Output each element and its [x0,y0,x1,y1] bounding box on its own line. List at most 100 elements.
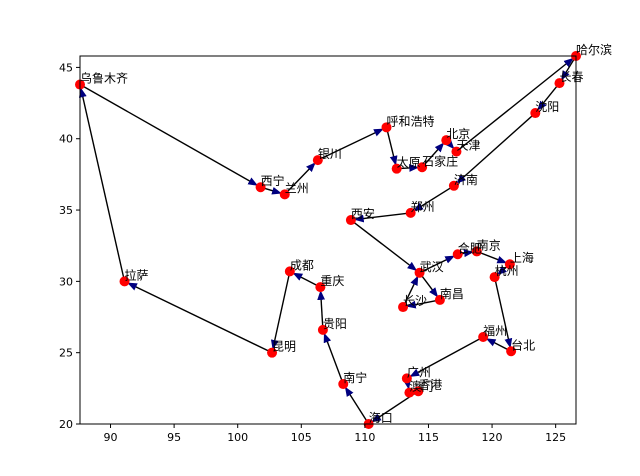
route-segment [292,272,321,288]
city-label: 贵阳 [323,317,347,331]
city-label: 乌鲁木齐 [80,71,128,86]
city-label: 合肥 [458,240,482,255]
y-tick-label: 25 [59,347,73,360]
city-label: 香港 [418,378,442,392]
city-label: 南宁 [343,370,367,385]
city-label: 长沙 [403,294,427,308]
city-label: 台北 [511,337,535,352]
city-point [279,189,290,200]
city-label: 上海 [510,250,534,265]
city-point [312,155,323,166]
x-tick-label: 125 [545,431,566,444]
city-point [405,207,416,218]
city-point [338,379,349,390]
plot-frame [79,55,577,425]
route-segment [270,271,291,350]
city-point [404,387,415,398]
route-segment [402,275,419,308]
city-point [441,135,452,146]
city-label: 拉萨 [125,267,149,282]
city-label: 哈尔滨 [576,42,612,57]
y-tick-label: 40 [59,133,73,146]
route-segment [413,185,455,212]
y-tick-label: 30 [59,275,73,288]
point-layer [75,51,581,429]
city-point [471,246,482,257]
city-point [284,266,295,277]
city-label: 呼和浩特 [387,113,435,128]
y-tick-label: 45 [59,61,73,74]
route-segment [537,82,561,111]
city-label: 银川 [318,147,342,161]
city-point [345,215,356,226]
city-point [413,386,424,397]
city-point [315,282,326,293]
city-label: 济南 [454,172,478,187]
city-label: 昆明 [272,340,296,354]
city-label: 太原 [397,155,421,170]
city-point [478,331,489,342]
city-label: 南京 [477,237,501,252]
city-label: 重庆 [320,274,344,288]
city-point [317,324,328,335]
x-tick-label: 115 [418,431,439,444]
city-point [452,249,463,260]
city-point [530,108,541,119]
city-point [504,259,515,270]
route-segment [317,290,326,330]
x-tick-label: 100 [227,431,248,444]
city-label: 澳门 [409,379,433,394]
city-point [398,302,409,313]
route-segment [344,386,370,425]
route-segment [419,255,456,274]
city-label: 杭州 [495,263,519,278]
route-segment [409,336,484,378]
route-segment [317,128,384,161]
route-layer [79,55,577,425]
city-point [401,373,412,384]
city-point [489,272,500,283]
city-label: 海口 [369,410,393,425]
route-segment [456,57,574,153]
y-tick-label: 20 [59,418,73,431]
route-segment [406,299,441,309]
route-segment [350,219,418,271]
city-point [255,182,266,193]
city-point [506,346,517,357]
route-segment [79,87,126,282]
route-segment [79,83,258,186]
city-label: 西宁 [261,173,285,188]
route-segment [353,212,411,223]
city-label: 郑州 [411,199,435,214]
city-label: 广州 [407,365,431,379]
route-segment [323,332,344,385]
city-label: 武汉 [420,260,444,274]
city-point [381,122,392,133]
x-tick-label: 105 [291,431,312,444]
x-tick-label: 90 [104,431,118,444]
route-segment [493,276,513,349]
city-point [554,78,565,89]
city-point [119,276,130,287]
city-point [451,146,462,157]
route-segment [456,112,536,184]
city-point [391,163,402,174]
x-tick-label: 95 [167,431,181,444]
city-point [414,267,425,278]
city-label: 石家庄 [422,153,458,168]
route-segment [385,127,398,166]
city-label: 兰州 [285,181,309,195]
city-label: 南昌 [440,286,464,301]
route-segment [127,282,273,354]
city-label: 长春 [559,70,583,84]
city-label: 西安 [351,206,375,221]
route-segment [476,250,508,264]
x-tick-label: 120 [482,431,503,444]
x-tick-label: 110 [354,431,375,444]
city-label: 北京 [446,127,470,141]
city-label: 沈阳 [535,99,559,114]
y-tick-label: 35 [59,204,73,217]
